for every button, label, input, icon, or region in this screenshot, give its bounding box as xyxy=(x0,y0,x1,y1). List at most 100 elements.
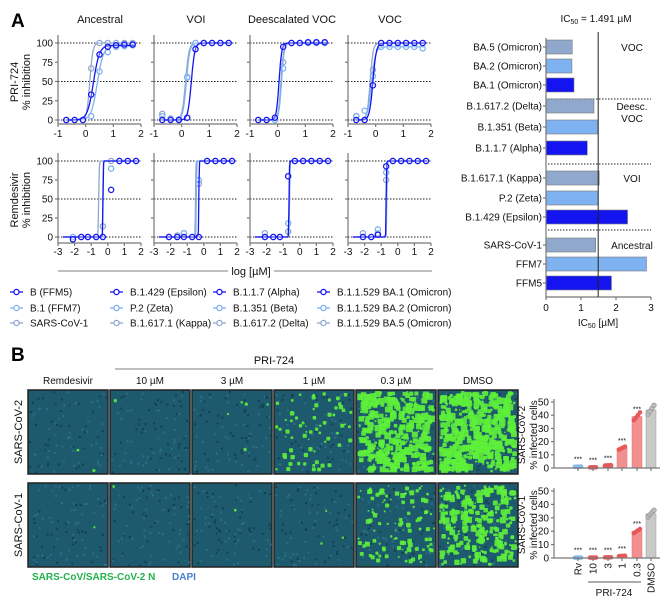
infected-cell xyxy=(415,489,419,493)
infected-cell xyxy=(439,458,442,461)
dapi-speckle xyxy=(457,508,460,511)
dapi-speckle xyxy=(289,531,292,534)
infected-cell xyxy=(409,397,414,402)
infection-chart: SARS-CoV-1% infected cells 01020304050***… xyxy=(517,487,660,593)
dapi-speckle xyxy=(493,523,496,526)
infected-cell xyxy=(399,521,404,525)
infected-cell xyxy=(509,506,513,510)
dapi-speckle xyxy=(98,406,101,409)
infected-cell xyxy=(372,424,375,427)
data-point xyxy=(183,74,191,81)
infected-cell xyxy=(290,454,295,460)
dapi-speckle xyxy=(97,460,100,463)
legend-item: B.1.429 (Epsilon) xyxy=(110,288,207,299)
infected-cell xyxy=(402,529,405,531)
infected-cell xyxy=(320,542,323,545)
infected-cell xyxy=(385,443,390,448)
infected-cell xyxy=(403,441,407,445)
data-point xyxy=(195,233,203,241)
dapi-speckle xyxy=(112,559,115,562)
dapi-speckle xyxy=(157,437,160,440)
y-tick-label: 75 xyxy=(42,58,54,69)
infected-cell xyxy=(439,554,445,560)
infected-cell xyxy=(417,430,420,433)
dapi-speckle xyxy=(70,446,73,449)
dapi-speckle xyxy=(160,425,163,428)
data-point xyxy=(69,236,77,243)
dapi-speckle xyxy=(63,404,66,407)
dapi-speckle xyxy=(404,517,407,520)
dapi-speckle xyxy=(41,517,44,520)
x-tick-label: -1 xyxy=(87,247,96,258)
dapi-speckle xyxy=(62,460,65,463)
dapi-speckle xyxy=(77,484,80,487)
dapi-speckle xyxy=(319,445,322,448)
infected-cell xyxy=(483,391,488,396)
infected-cell xyxy=(469,423,472,427)
infected-cell xyxy=(375,455,382,462)
infected-cell xyxy=(480,489,487,496)
dapi-speckle xyxy=(147,456,150,459)
infected-cell xyxy=(382,501,384,504)
dapi-speckle xyxy=(248,529,251,532)
data-point xyxy=(261,233,269,241)
infected-cell xyxy=(401,548,404,551)
infected-cell xyxy=(500,494,505,499)
ic50-title: IC50 = 1.491 µM xyxy=(560,14,631,26)
dapi-speckle xyxy=(154,402,157,405)
dapi-speckle xyxy=(284,554,287,557)
dapi-speckle xyxy=(46,464,49,467)
dapi-speckle xyxy=(203,400,206,403)
dapi-speckle xyxy=(99,502,102,505)
infected-cell xyxy=(506,428,511,432)
x-tick-label: 2 xyxy=(428,129,434,140)
dapi-speckle xyxy=(328,460,331,463)
infected-cell xyxy=(305,430,308,433)
infected-cell xyxy=(465,524,468,527)
dapi-speckle xyxy=(142,545,145,548)
group-label: VOI xyxy=(623,174,640,185)
data-point xyxy=(228,157,236,165)
infected-cell xyxy=(365,398,369,402)
micrograph-background xyxy=(191,482,273,568)
dapi-speckle xyxy=(391,540,394,543)
infected-cell xyxy=(408,451,412,455)
dapi-speckle xyxy=(211,468,214,471)
micro-row-label: SARS-CoV-1 xyxy=(13,493,25,557)
dapi-speckle xyxy=(233,535,236,538)
dapi-speckle xyxy=(407,439,410,442)
dapi-speckle xyxy=(131,511,134,514)
data-point xyxy=(419,39,426,47)
dapi-speckle xyxy=(97,463,100,466)
dapi-speckle xyxy=(81,513,84,516)
y-tick-label: 50 xyxy=(42,195,54,206)
dapi-speckle xyxy=(130,460,133,463)
column-title-deesc-voc: Deescalated VOC xyxy=(248,14,336,26)
dapi-speckle xyxy=(93,512,96,515)
infected-cell xyxy=(386,462,389,465)
dapi-speckle xyxy=(303,402,306,405)
y-tick-label: 50 xyxy=(538,487,550,498)
infected-cell xyxy=(496,443,503,449)
infected-cell xyxy=(469,509,474,515)
dapi-speckle xyxy=(100,446,103,449)
y-tick-label: 25 xyxy=(42,214,54,225)
dapi-speckle xyxy=(249,432,252,435)
dapi-speckle xyxy=(296,558,299,561)
x-tick-label: -1 xyxy=(279,247,288,258)
infected-cell xyxy=(488,562,492,566)
replicate-point xyxy=(651,507,657,513)
dapi-speckle xyxy=(324,445,327,448)
dapi-speckle xyxy=(105,397,108,400)
data-point xyxy=(304,38,312,46)
dapi-speckle xyxy=(342,401,345,404)
dapi-speckle xyxy=(245,436,248,439)
infected-cell xyxy=(394,522,397,525)
y-tick-label: 20 xyxy=(538,527,550,538)
ic50-bar xyxy=(545,170,600,186)
infected-cell xyxy=(459,463,467,471)
dapi-speckle xyxy=(401,551,404,554)
dapi-speckle xyxy=(224,540,227,543)
data-point xyxy=(397,157,405,165)
